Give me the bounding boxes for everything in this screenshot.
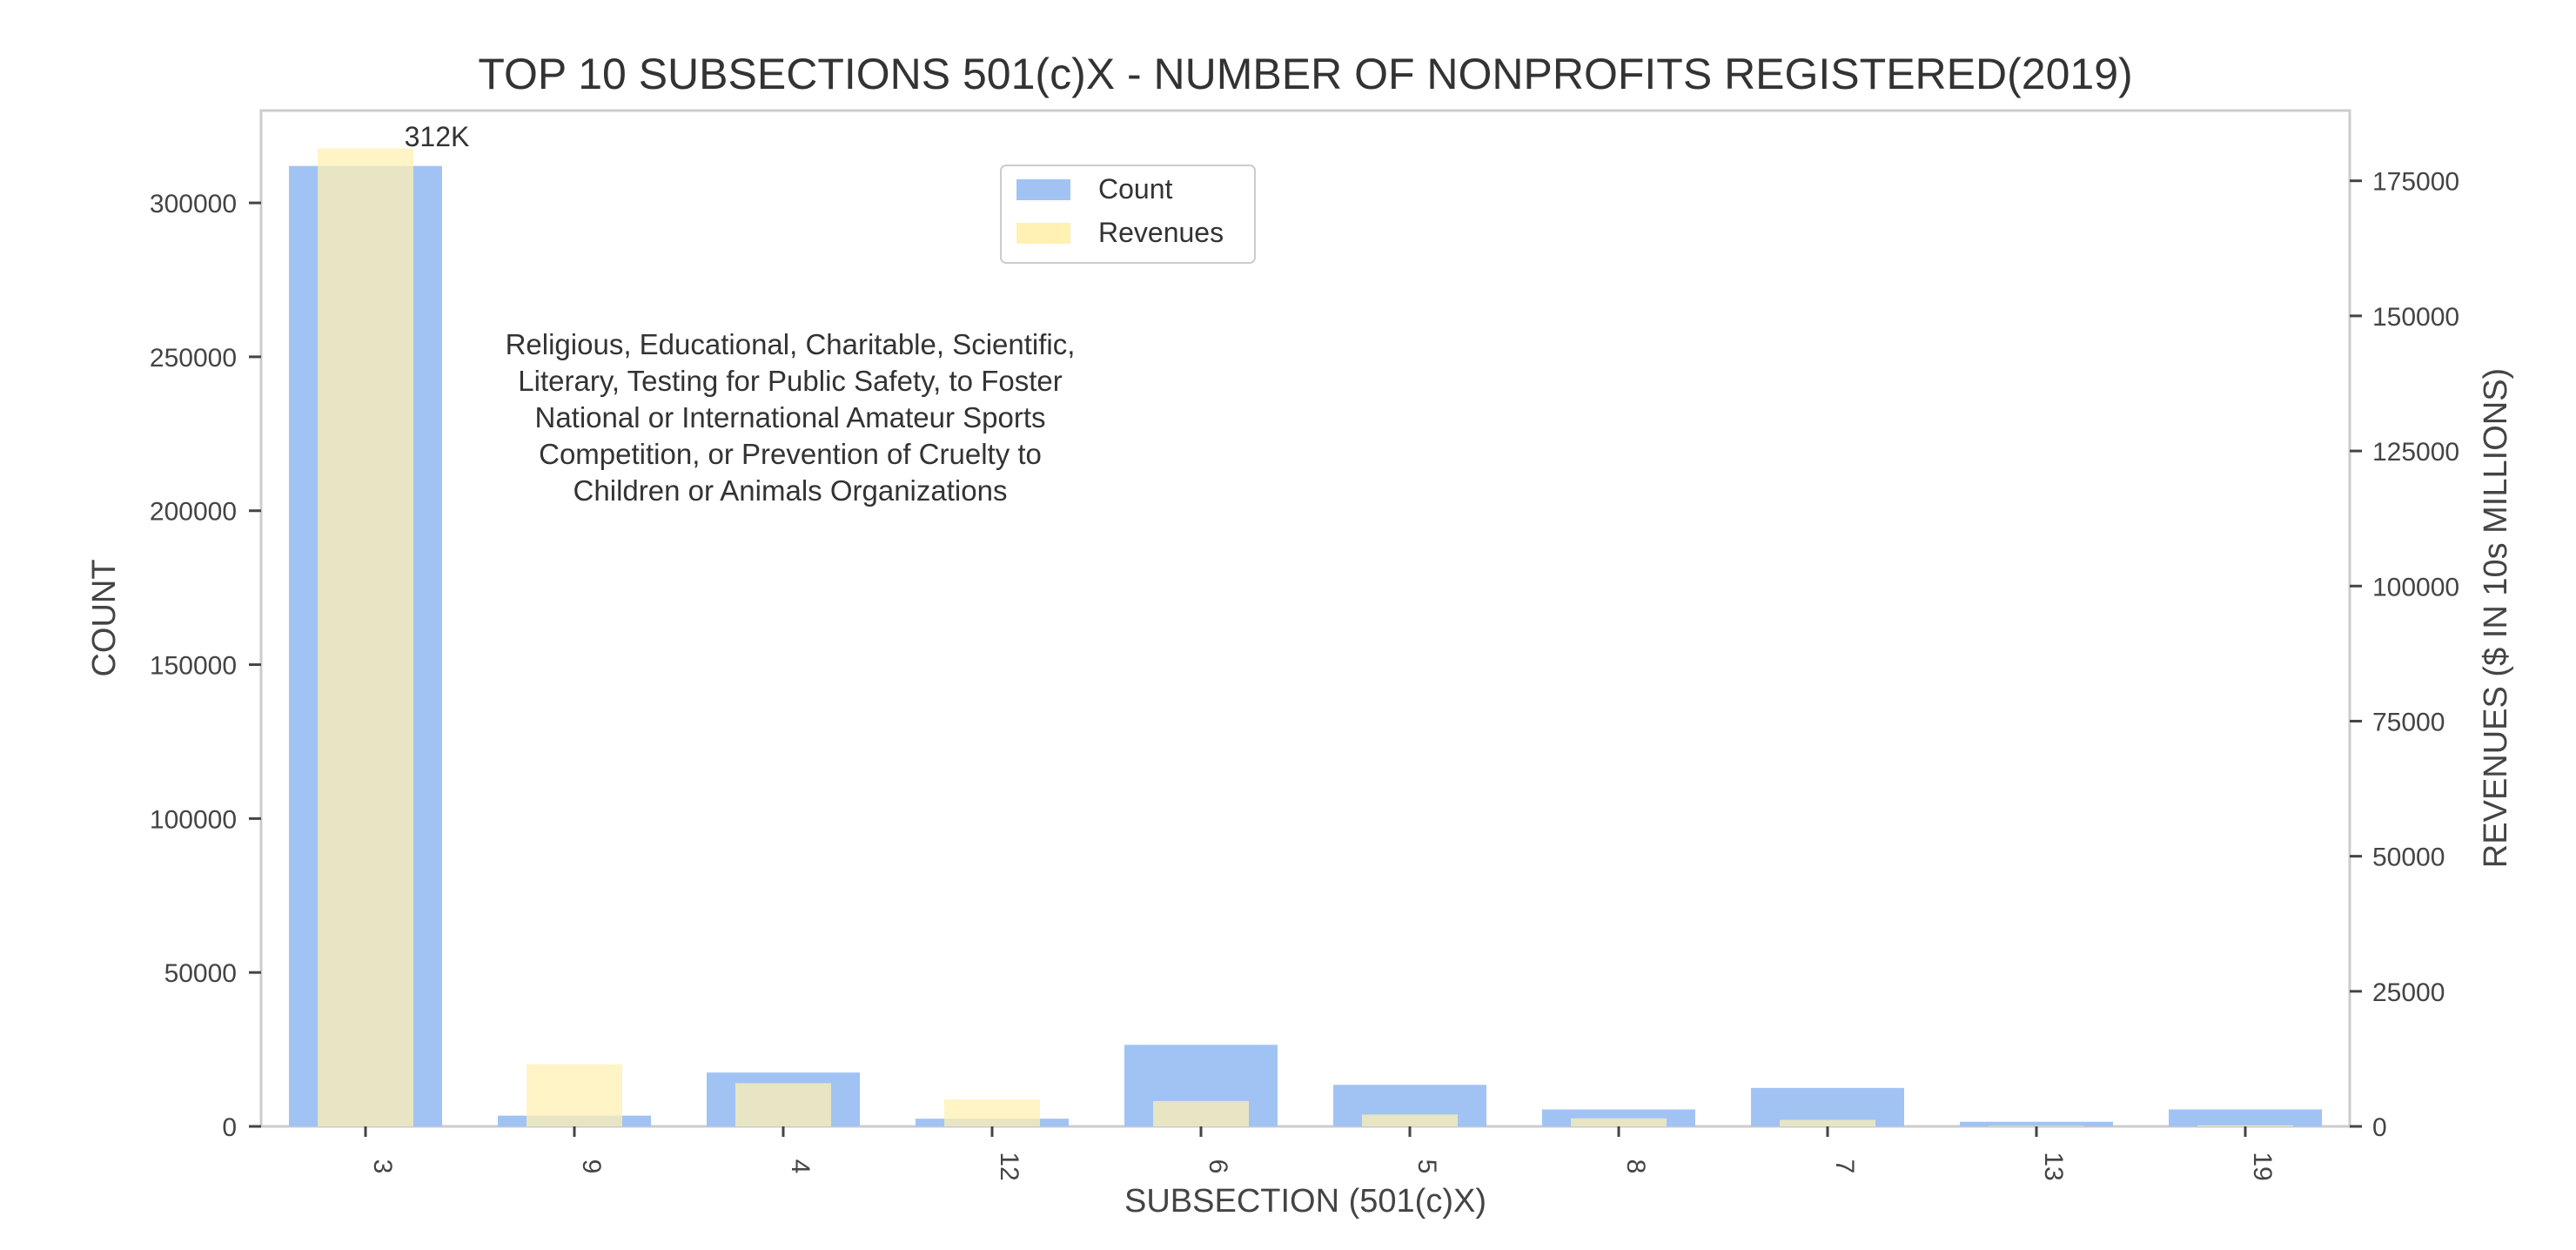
revenue-bar-5 bbox=[1362, 1114, 1458, 1126]
revenue-bars bbox=[318, 148, 2293, 1126]
x-tick-label: 13 bbox=[2039, 1152, 2068, 1180]
y2-axis-ticks: 0 25000 50000 75000 100000 125000 150000 175000 bbox=[2350, 168, 2459, 1142]
revenue-bar-9 bbox=[527, 1064, 622, 1126]
data-label-312k: 312K bbox=[405, 121, 470, 152]
revenue-bar-4 bbox=[735, 1083, 831, 1126]
y-tick-label: 50000 bbox=[164, 959, 237, 988]
annotation-line-4: Competition, or Prevention of Cruelty to bbox=[539, 438, 1042, 470]
x-tick-label: 3 bbox=[368, 1159, 397, 1174]
y-axis-label: COUNT bbox=[86, 559, 123, 676]
x-axis-ticks: 3 9 4 12 6 5 8 7 13 19 bbox=[364, 1126, 2277, 1181]
annotation-line-1: Religious, Educational, Charitable, Scie… bbox=[506, 328, 1076, 360]
count-bars bbox=[289, 165, 2322, 1126]
y2-tick-label: 150000 bbox=[2372, 303, 2459, 332]
plot-frame bbox=[259, 109, 2351, 1128]
x-tick-label: 5 bbox=[1412, 1159, 1441, 1174]
revenue-bar-6 bbox=[1153, 1100, 1249, 1126]
count-bar-19 bbox=[2169, 1109, 2322, 1126]
legend-swatch-count bbox=[1016, 179, 1070, 200]
x-tick-label: 4 bbox=[786, 1159, 815, 1174]
annotation: Religious, Educational, Charitable, Scie… bbox=[506, 328, 1076, 507]
y-tick-label: 150000 bbox=[150, 652, 237, 681]
y2-tick-label: 0 bbox=[2372, 1113, 2387, 1142]
x-tick-label: 12 bbox=[995, 1152, 1023, 1180]
annotation-line-2: Literary, Testing for Public Safety, to … bbox=[518, 365, 1062, 397]
plot-area bbox=[259, 109, 2351, 1128]
legend-label-revenues: Revenues bbox=[1098, 217, 1224, 248]
x-tick-label: 19 bbox=[2248, 1152, 2277, 1180]
y-tick-label: 200000 bbox=[150, 498, 237, 527]
count-bar-13 bbox=[1960, 1121, 2113, 1126]
y2-tick-label: 75000 bbox=[2372, 708, 2445, 736]
y2-axis-label: REVENUES ($ IN 10s MILLIONS) bbox=[2478, 368, 2514, 868]
y-tick-label: 0 bbox=[222, 1113, 237, 1142]
legend-label-count: Count bbox=[1098, 173, 1173, 205]
x-tick-label: 9 bbox=[577, 1159, 606, 1174]
x-axis-label: SUBSECTION (501(c)X) bbox=[1124, 1183, 1486, 1220]
y-tick-label: 250000 bbox=[150, 344, 237, 373]
annotation-line-5: Children or Animals Organizations bbox=[574, 474, 1008, 507]
legend: Count Revenues bbox=[1000, 165, 1256, 264]
y-tick-label: 300000 bbox=[150, 190, 237, 218]
y2-tick-label: 25000 bbox=[2372, 978, 2445, 1007]
chart-title: TOP 10 SUBSECTIONS 501(c)X - NUMBER OF N… bbox=[478, 50, 2132, 98]
y2-tick-label: 175000 bbox=[2372, 168, 2459, 197]
y2-tick-label: 125000 bbox=[2372, 438, 2459, 467]
revenue-bar-7 bbox=[1780, 1119, 1875, 1126]
y-tick-label: 100000 bbox=[150, 805, 237, 834]
x-tick-label: 8 bbox=[1621, 1159, 1650, 1174]
revenue-bar-8 bbox=[1571, 1118, 1667, 1126]
y2-tick-label: 50000 bbox=[2372, 843, 2445, 872]
annotation-line-3: National or International Amateur Sports bbox=[535, 401, 1046, 433]
legend-swatch-revenues bbox=[1016, 223, 1070, 244]
revenue-bar-12 bbox=[944, 1099, 1040, 1126]
x-tick-label: 7 bbox=[1830, 1159, 1859, 1174]
y-axis-ticks: 0 50000 100000 150000 200000 250000 300000 bbox=[150, 190, 261, 1142]
y2-tick-label: 100000 bbox=[2372, 573, 2459, 601]
revenue-bar-3 bbox=[318, 148, 413, 1126]
x-tick-label: 6 bbox=[1204, 1159, 1232, 1174]
